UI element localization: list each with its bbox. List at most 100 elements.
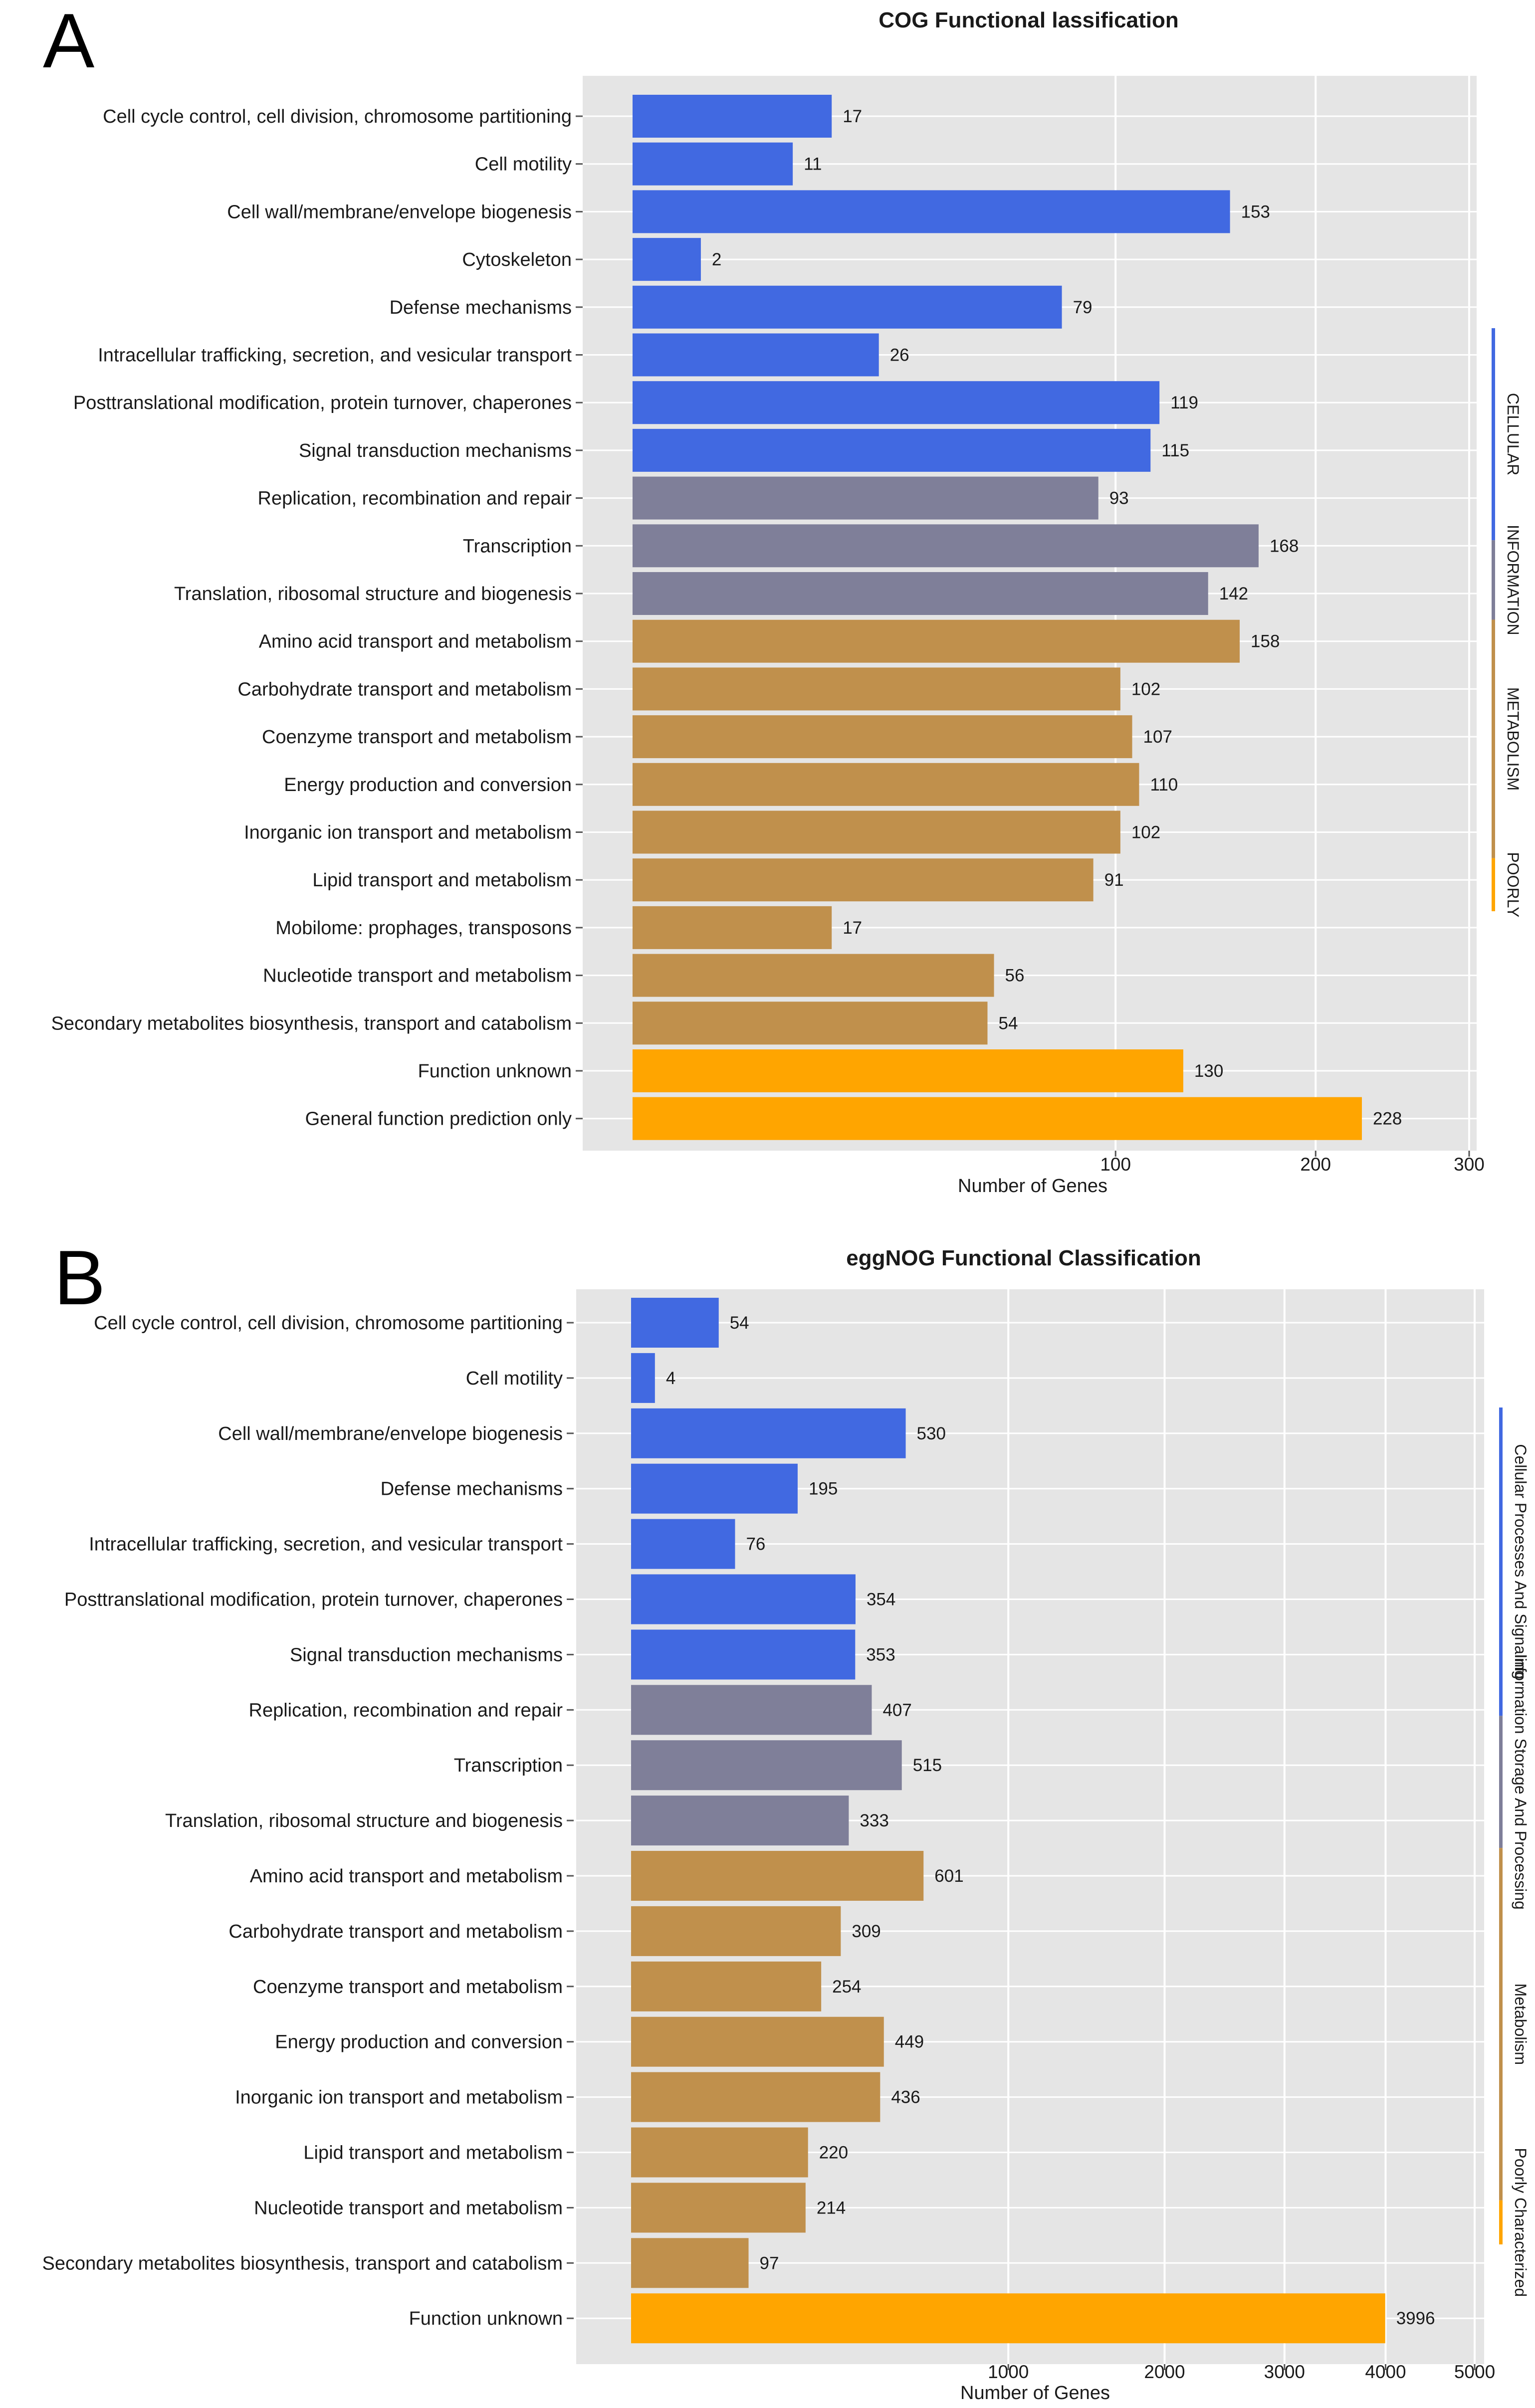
eggnog-x-tick-label-1: 2000: [1144, 2362, 1185, 2382]
eggnog-value-label-8: 515: [913, 1756, 942, 1775]
eggnog-group-strip-information: [1499, 1716, 1503, 1848]
eggnog-chart-title: eggNOG Functional Classification: [846, 1246, 1201, 1270]
cog-bar-10: [633, 572, 1208, 615]
eggnog-category-label-18: Function unknown: [409, 2308, 563, 2329]
eggnog-group-label-information: Information Storage And Processing: [1512, 1654, 1530, 1910]
cog-value-label-1: 11: [804, 155, 822, 174]
cog-category-label-1: Cell motility: [475, 154, 572, 175]
chart-cog: COG Functional lassification Cell cycle c…: [51, 8, 1522, 1197]
eggnog-value-label-2: 530: [917, 1424, 946, 1443]
eggnog-x-tick-label-4: 5000: [1454, 2362, 1495, 2382]
cog-category-label-12: Carbohydrate transport and metabolism: [237, 679, 572, 700]
cog-group-strip-metabolism: [1492, 619, 1495, 858]
cog-category-label-11: Amino acid transport and metabolism: [259, 631, 572, 652]
cog-group-label-cellular: CELLULAR: [1504, 393, 1522, 475]
cog-category-label-17: Mobilome: prophages, transposons: [275, 918, 572, 939]
cog-category-label-9: Transcription: [463, 536, 572, 557]
cog-value-label-5: 26: [890, 346, 909, 365]
cog-category-label-5: Intracellular trafficking, secretion, an…: [98, 345, 572, 366]
eggnog-group-label-poorly: Poorly Characterized: [1512, 2148, 1530, 2297]
cog-group-strip-cellular: [1492, 328, 1495, 541]
cog-category-label-6: Posttranslational modification, protein …: [73, 393, 572, 413]
cog-bar-0: [633, 95, 832, 138]
eggnog-bar-13: [631, 2016, 884, 2067]
eggnog-category-label-12: Coenzyme transport and metabolism: [253, 1977, 563, 1998]
cog-x-tick-label-0: 100: [1100, 1154, 1131, 1175]
eggnog-group-strip-cellular: [1499, 1407, 1503, 1716]
eggnog-bar-2: [631, 1408, 906, 1458]
cog-category-label-14: Energy production and conversion: [284, 775, 572, 796]
cog-value-label-12: 102: [1131, 679, 1160, 699]
eggnog-category-label-5: Posttranslational modification, protein …: [64, 1590, 563, 1610]
cog-x-axis-title: Number of Genes: [958, 1176, 1107, 1197]
eggnog-category-label-8: Transcription: [454, 1755, 563, 1776]
eggnog-value-label-17: 97: [760, 2253, 779, 2273]
eggnog-category-label-1: Cell motility: [466, 1368, 563, 1389]
eggnog-bar-12: [631, 1961, 822, 2011]
cog-category-label-7: Signal transduction mechanisms: [299, 440, 572, 461]
eggnog-x-tick-label-0: 1000: [988, 2362, 1029, 2382]
eggnog-bar-8: [631, 1740, 902, 1791]
eggnog-bar-15: [631, 2127, 808, 2178]
eggnog-value-label-14: 436: [891, 2088, 920, 2107]
eggnog-bar-1: [631, 1353, 655, 1403]
eggnog-bar-7: [631, 1685, 872, 1735]
eggnog-value-label-3: 195: [809, 1479, 838, 1499]
cog-value-label-16: 91: [1104, 870, 1124, 890]
cog-category-label-15: Inorganic ion transport and metabolism: [244, 822, 572, 843]
eggnog-value-label-4: 76: [746, 1535, 765, 1554]
cog-bar-15: [633, 810, 1120, 854]
cog-category-label-16: Lipid transport and metabolism: [312, 870, 572, 891]
cog-value-label-18: 56: [1005, 966, 1025, 986]
cog-bar-8: [633, 476, 1098, 520]
cog-group-label-metabolism: METABOLISM: [1504, 687, 1522, 791]
cog-value-label-2: 153: [1241, 202, 1270, 221]
eggnog-value-label-10: 601: [934, 1866, 963, 1886]
cog-bar-7: [633, 428, 1151, 472]
eggnog-bar-17: [631, 2238, 749, 2288]
cog-value-label-0: 17: [843, 107, 862, 126]
cog-bar-18: [633, 954, 994, 997]
cog-bar-6: [633, 381, 1160, 424]
cog-bar-16: [633, 858, 1094, 902]
cog-category-label-21: General function prediction only: [305, 1109, 572, 1130]
panel-letter-a: A: [43, 0, 95, 84]
eggnog-bar-18: [631, 2293, 1385, 2344]
eggnog-value-label-5: 354: [867, 1590, 895, 1609]
cog-value-label-8: 93: [1109, 489, 1129, 508]
cog-bar-21: [633, 1097, 1362, 1140]
eggnog-category-label-4: Intracellular trafficking, secretion, an…: [89, 1534, 563, 1555]
eggnog-bar-9: [631, 1796, 849, 1846]
eggnog-value-label-7: 407: [882, 1700, 911, 1720]
eggnog-value-label-6: 353: [866, 1645, 895, 1664]
eggnog-category-label-7: Replication, recombination and repair: [249, 1700, 563, 1721]
cog-value-label-6: 119: [1170, 393, 1198, 412]
eggnog-value-label-15: 220: [819, 2143, 848, 2163]
cog-bar-13: [633, 715, 1132, 759]
cog-x-tick-label-1: 200: [1300, 1154, 1331, 1175]
cog-value-label-13: 107: [1143, 727, 1172, 747]
cog-bar-1: [633, 142, 793, 186]
eggnog-group-strip-metabolism: [1499, 1848, 1503, 2201]
eggnog-category-label-9: Translation, ribosomal structure and bio…: [165, 1810, 563, 1831]
cog-bar-17: [633, 906, 832, 949]
eggnog-category-label-0: Cell cycle control, cell division, chrom…: [94, 1313, 563, 1334]
eggnog-category-label-14: Inorganic ion transport and metabolism: [235, 2087, 563, 2108]
cog-category-label-18: Nucleotide transport and metabolism: [263, 966, 572, 987]
eggnog-value-label-16: 214: [817, 2198, 846, 2217]
cog-value-label-3: 2: [712, 250, 721, 269]
cog-category-label-2: Cell wall/membrane/envelope biogenesis: [227, 201, 572, 222]
cog-group-strip-poorly: [1492, 858, 1495, 911]
cog-value-label-11: 158: [1251, 632, 1280, 651]
cog-category-label-0: Cell cycle control, cell division, chrom…: [103, 106, 572, 127]
cog-bar-19: [633, 1002, 988, 1045]
eggnog-group-label-metabolism: Metabolism: [1512, 1984, 1530, 2065]
eggnog-category-label-6: Signal transduction mechanisms: [290, 1644, 563, 1665]
eggnog-value-label-12: 254: [832, 1977, 861, 1997]
eggnog-bar-5: [631, 1574, 856, 1624]
cog-group-strip-information: [1492, 540, 1495, 620]
eggnog-x-tick-label-3: 4000: [1365, 2362, 1406, 2382]
eggnog-bar-16: [631, 2183, 806, 2233]
cog-category-label-3: Cytoskeleton: [462, 249, 572, 270]
